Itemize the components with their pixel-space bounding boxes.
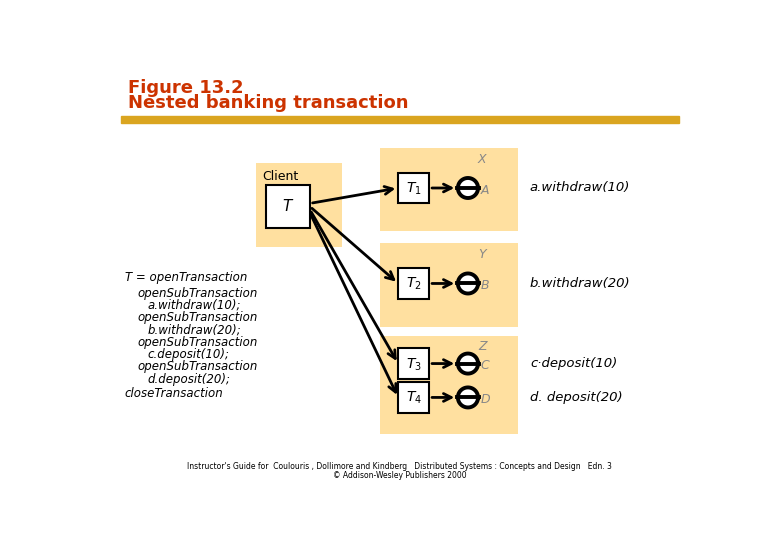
Bar: [399, 173, 429, 204]
Bar: [399, 348, 429, 379]
Text: D: D: [480, 393, 490, 406]
Text: B: B: [480, 279, 489, 292]
Polygon shape: [458, 178, 478, 198]
Text: b.withdraw(20);: b.withdraw(20);: [148, 323, 242, 336]
Text: closeTransaction: closeTransaction: [125, 387, 223, 400]
Text: a.withdraw(10): a.withdraw(10): [530, 181, 630, 194]
Text: c.deposit(10);: c.deposit(10);: [148, 348, 230, 361]
Polygon shape: [458, 387, 478, 408]
Polygon shape: [458, 354, 478, 374]
Text: $T_{2}$: $T_{2}$: [406, 276, 421, 293]
Text: $T_{4}$: $T_{4}$: [406, 390, 422, 407]
Text: $T_{3}$: $T_{3}$: [406, 356, 422, 373]
Bar: [121, 116, 679, 123]
Text: openSubTransaction: openSubTransaction: [138, 336, 258, 349]
Bar: [267, 185, 310, 228]
Text: openSubTransaction: openSubTransaction: [138, 287, 258, 300]
Text: a.withdraw(10);: a.withdraw(10);: [148, 299, 241, 312]
Bar: [381, 336, 519, 434]
Text: openSubTransaction: openSubTransaction: [138, 361, 258, 374]
Text: $T$: $T$: [282, 199, 294, 214]
Text: © Addison-Wesley Publishers 2000: © Addison-Wesley Publishers 2000: [333, 471, 466, 481]
Bar: [399, 268, 429, 299]
Text: d. deposit(20): d. deposit(20): [530, 391, 622, 404]
Text: Y: Y: [478, 248, 486, 261]
Text: Figure 13.2: Figure 13.2: [129, 79, 244, 97]
Text: X: X: [478, 153, 487, 166]
Text: T = openTransaction: T = openTransaction: [125, 271, 247, 284]
Text: c·deposit(10): c·deposit(10): [530, 357, 617, 370]
Bar: [381, 244, 519, 327]
Bar: [381, 148, 519, 231]
Text: C: C: [480, 360, 489, 373]
Text: d.deposit(20);: d.deposit(20);: [148, 373, 231, 386]
Bar: [257, 164, 342, 247]
Text: b.withdraw(20): b.withdraw(20): [530, 277, 630, 290]
Text: $T_{1}$: $T_{1}$: [406, 180, 421, 197]
Text: openSubTransaction: openSubTransaction: [138, 311, 258, 324]
Polygon shape: [458, 273, 478, 293]
Text: Z: Z: [478, 340, 487, 354]
Text: Instructor's Guide for  Coulouris , Dollimore and Kindberg   Distributed Systems: Instructor's Guide for Coulouris , Dolli…: [187, 462, 612, 471]
Text: Client: Client: [263, 170, 299, 183]
Text: A: A: [480, 184, 489, 197]
Text: Nested banking transaction: Nested banking transaction: [129, 94, 409, 112]
Bar: [399, 382, 429, 413]
